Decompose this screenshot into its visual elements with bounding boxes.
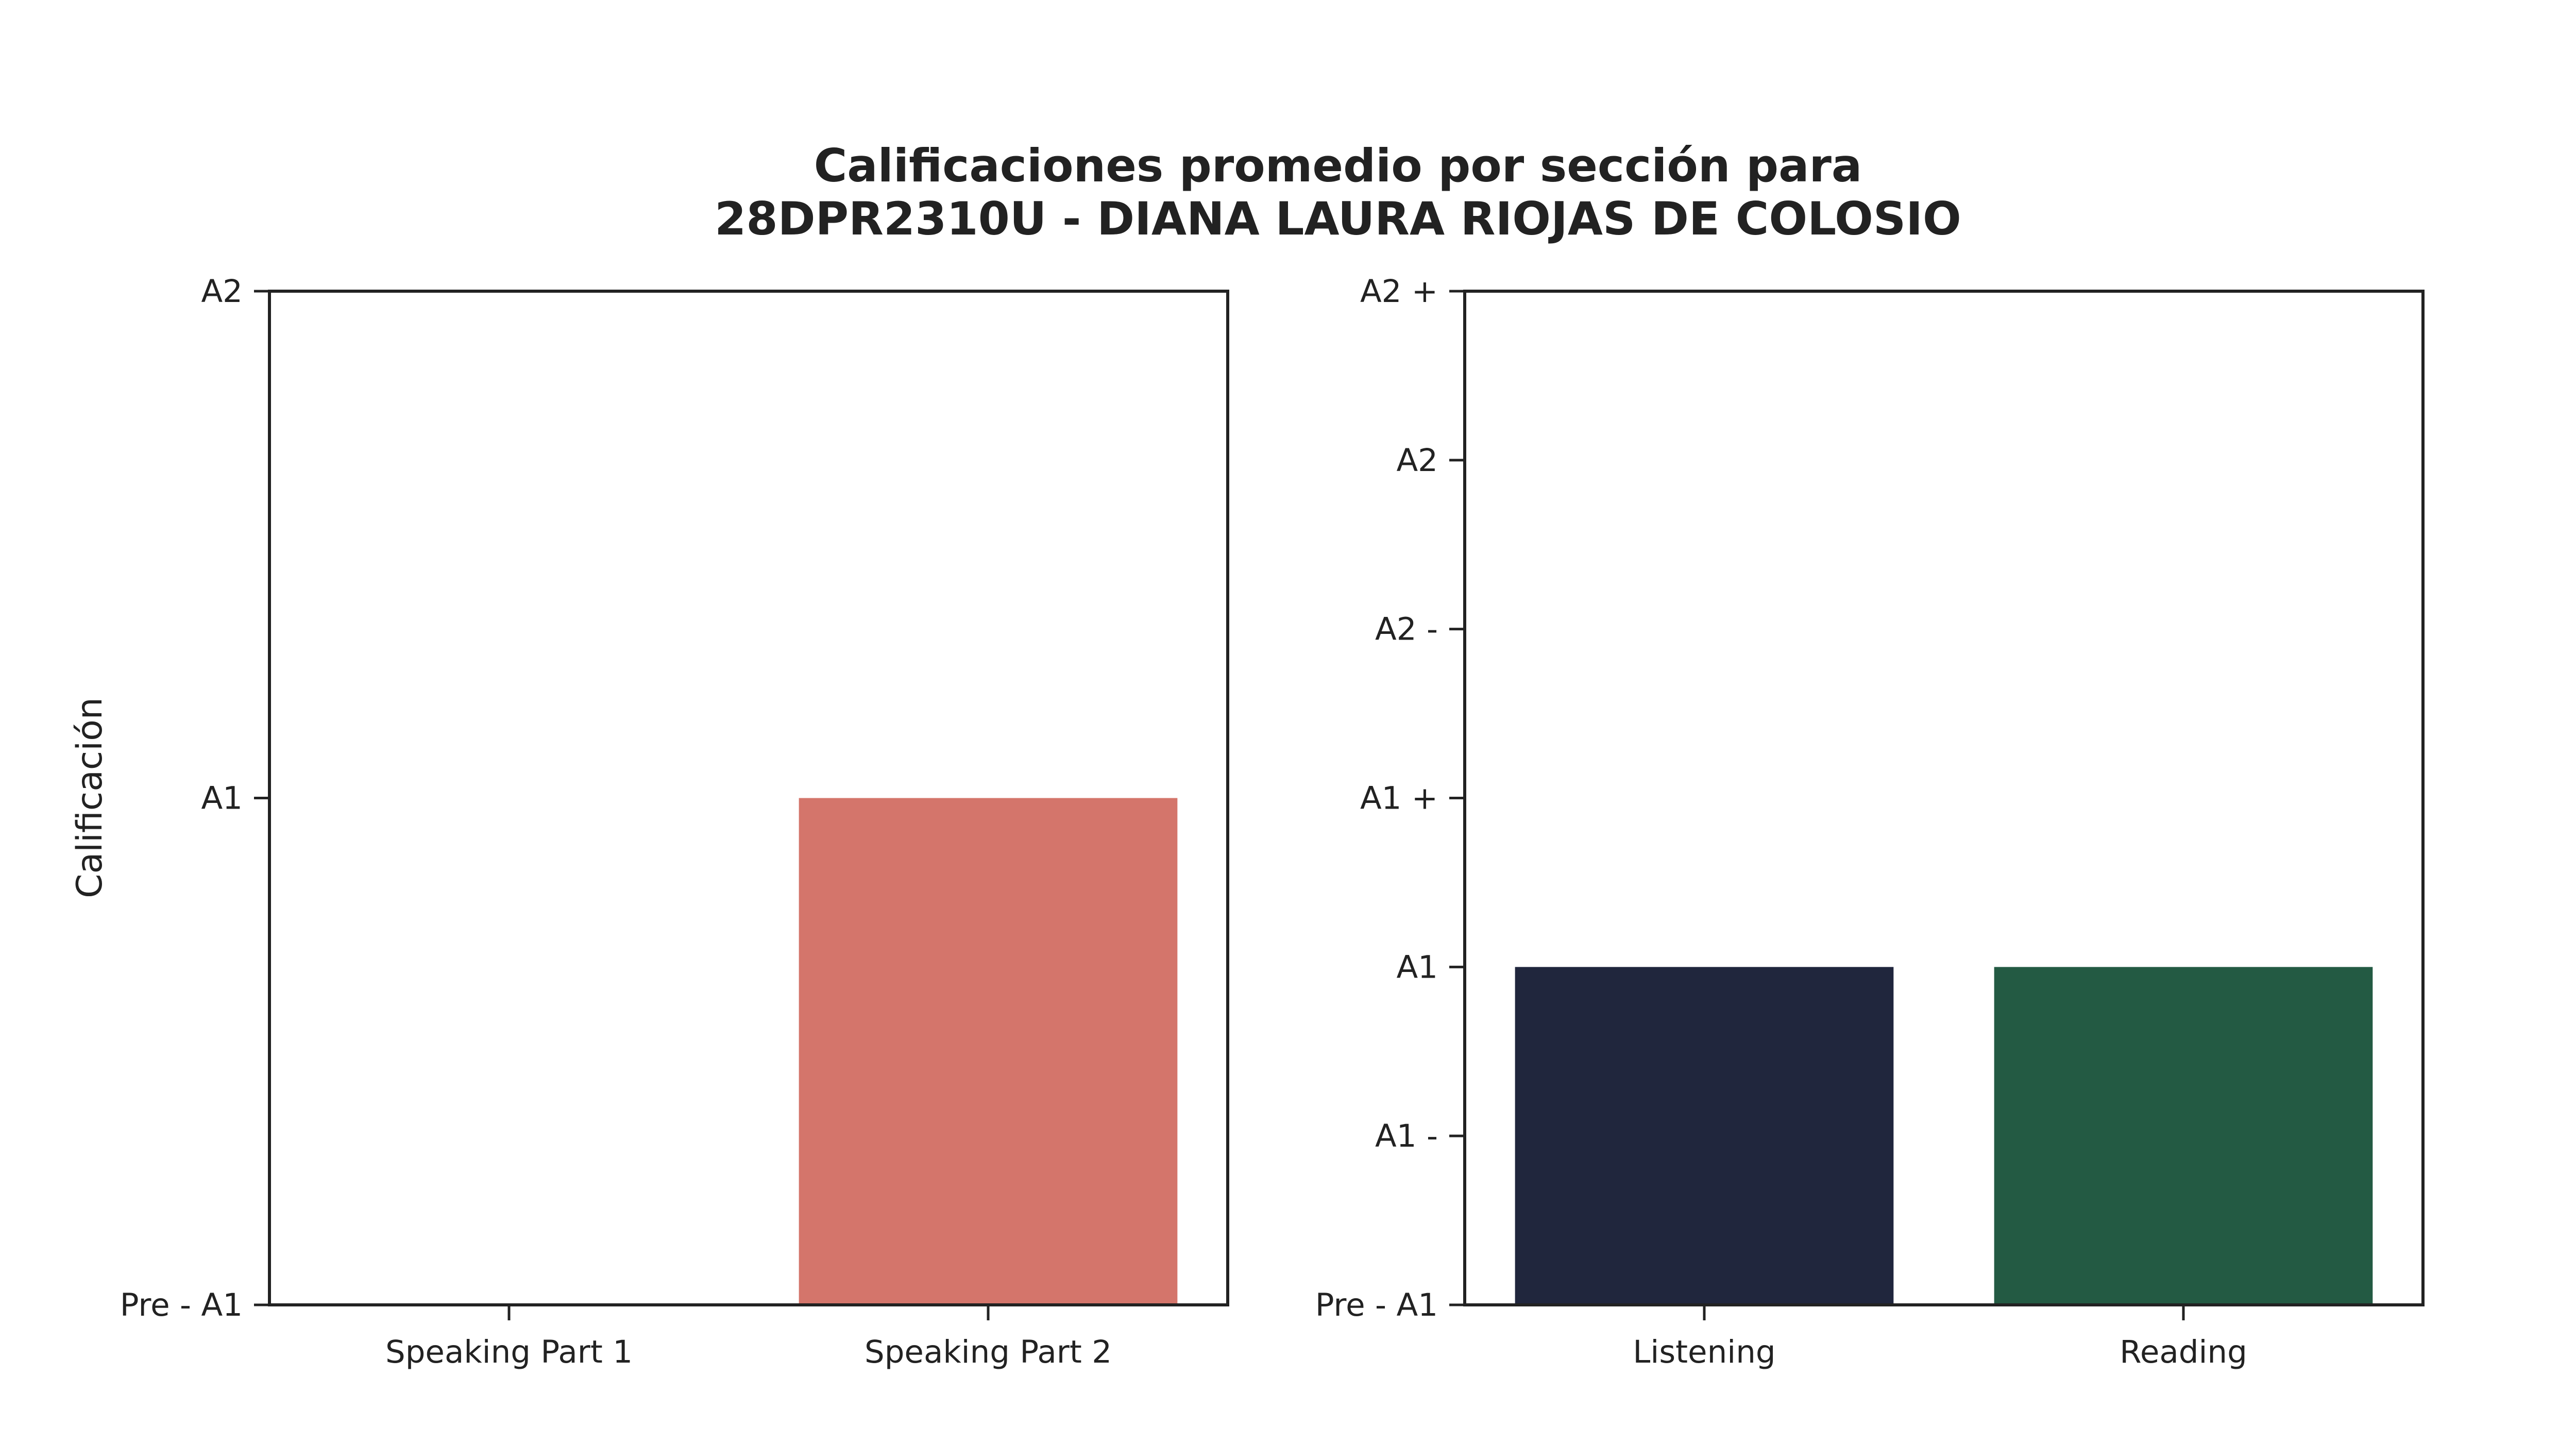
chart-title-line-2: 28DPR2310U - DIANA LAURA RIOJAS DE COLOS… — [715, 192, 1961, 245]
y-tick-label: Pre - A1 — [120, 1287, 243, 1323]
chart-title-line-1: Calificaciones promedio por sección para — [814, 139, 1862, 192]
y-tick-label: A1 - — [1375, 1118, 1438, 1154]
y-tick-label: A2 - — [1375, 611, 1438, 648]
y-tick-label: A2 + — [1360, 273, 1438, 310]
right-subplot: Pre - A1 A1 - A1 A1 + A2 - A2 A2 + Listening Rea… — [1315, 273, 2425, 1370]
y-axis-label: Calificación — [70, 697, 110, 898]
left-subplot: Pre - A1 A1 A2 Speaking Part 1 Speaking Part… — [120, 273, 1229, 1370]
bar-reading — [1994, 967, 2373, 1305]
bar-speaking-part-2 — [799, 798, 1178, 1305]
y-tick-label: A1 + — [1360, 780, 1438, 817]
x-tick-label: Listening — [1633, 1334, 1775, 1370]
x-tick-label: Speaking Part 1 — [385, 1334, 633, 1370]
y-tick-label: Pre - A1 — [1315, 1287, 1438, 1323]
bar-listening — [1515, 967, 1894, 1305]
y-tick-label: A1 — [201, 780, 243, 817]
x-tick-label: Reading — [2120, 1334, 2247, 1370]
x-tick-label: Speaking Part 2 — [865, 1334, 1112, 1370]
y-tick-label: A2 — [1396, 442, 1438, 479]
y-tick-label: A1 — [1396, 949, 1438, 985]
y-tick-label: A2 — [201, 273, 243, 310]
